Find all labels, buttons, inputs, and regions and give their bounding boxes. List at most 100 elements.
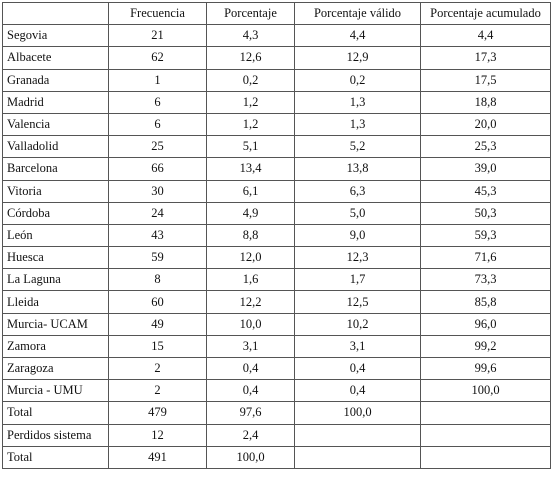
row-label: Lleida bbox=[2, 290, 109, 314]
cell-porcentaje-valido: 0,4 bbox=[294, 356, 421, 381]
cell-frecuencia: 491 bbox=[108, 445, 207, 469]
cell-porcentaje: 12,2 bbox=[206, 290, 295, 314]
cell-frecuencia: 25 bbox=[108, 135, 207, 159]
row-label: La Laguna bbox=[2, 268, 109, 292]
cell-porcentaje: 6,1 bbox=[206, 179, 295, 203]
cell-porcentaje: 3,1 bbox=[206, 334, 295, 359]
table-row: Zamora 15 3,1 3,1 99,2 bbox=[2, 334, 551, 359]
header-porcentaje-valido: Porcentaje válido bbox=[294, 1, 421, 26]
cell-frecuencia: 479 bbox=[108, 401, 207, 425]
cell-porcentaje-valido: 0,2 bbox=[294, 68, 421, 92]
row-label: Zamora bbox=[2, 334, 109, 359]
table-row: Total 491 100,0 bbox=[2, 445, 551, 469]
cell-frecuencia: 43 bbox=[108, 223, 207, 248]
cell-porcentaje: 4,3 bbox=[206, 24, 295, 48]
row-label: Zaragoza bbox=[2, 356, 109, 381]
cell-porcentaje-valido: 9,0 bbox=[294, 223, 421, 248]
row-label: Segovia bbox=[2, 24, 109, 48]
table-row: Total 479 97,6 100,0 bbox=[2, 401, 551, 425]
table-body: Segovia 21 4,3 4,4 4,4 Albacete 62 12,6 12,9 17,3… bbox=[2, 24, 551, 469]
cell-porcentaje-acumulado: 100,0 bbox=[420, 379, 551, 403]
row-label: Murcia- UCAM bbox=[2, 312, 109, 336]
cell-porcentaje: 1,2 bbox=[206, 112, 295, 137]
cell-porcentaje-valido: 4,4 bbox=[294, 24, 421, 48]
table-row: Lleida 60 12,2 12,5 85,8 bbox=[2, 290, 551, 314]
cell-porcentaje-valido: 12,9 bbox=[294, 46, 421, 70]
row-label: León bbox=[2, 223, 109, 248]
table-row: Zaragoza 2 0,4 0,4 99,6 bbox=[2, 356, 551, 381]
cell-porcentaje: 1,2 bbox=[206, 90, 295, 114]
cell-frecuencia: 15 bbox=[108, 334, 207, 359]
table-row: Barcelona 66 13,4 13,8 39,0 bbox=[2, 157, 551, 181]
cell-porcentaje-acumulado: 20,0 bbox=[420, 112, 551, 137]
table-row: Vitoria 30 6,1 6,3 45,3 bbox=[2, 179, 551, 203]
cell-porcentaje-acumulado bbox=[420, 401, 551, 425]
cell-frecuencia: 2 bbox=[108, 356, 207, 381]
cell-porcentaje-valido: 1,3 bbox=[294, 112, 421, 137]
cell-frecuencia: 6 bbox=[108, 112, 207, 137]
cell-porcentaje: 5,1 bbox=[206, 135, 295, 159]
cell-porcentaje-acumulado: 85,8 bbox=[420, 290, 551, 314]
cell-porcentaje: 0,4 bbox=[206, 379, 295, 403]
cell-porcentaje-acumulado: 25,3 bbox=[420, 135, 551, 159]
row-label: Madrid bbox=[2, 90, 109, 114]
cell-porcentaje: 97,6 bbox=[206, 401, 295, 425]
table-row: Madrid 6 1,2 1,3 18,8 bbox=[2, 90, 551, 114]
cell-frecuencia: 12 bbox=[108, 423, 207, 447]
table-row: Granada 1 0,2 0,2 17,5 bbox=[2, 68, 551, 92]
cell-porcentaje-acumulado: 96,0 bbox=[420, 312, 551, 336]
cell-porcentaje-valido bbox=[294, 445, 421, 469]
header-porcentaje: Porcentaje bbox=[206, 1, 295, 26]
cell-frecuencia: 1 bbox=[108, 68, 207, 92]
cell-porcentaje: 100,0 bbox=[206, 445, 295, 469]
header-frecuencia: Frecuencia bbox=[108, 1, 207, 26]
frequency-table: Frecuencia Porcentaje Porcentaje válido … bbox=[2, 1, 551, 469]
cell-frecuencia: 60 bbox=[108, 290, 207, 314]
cell-porcentaje: 12,6 bbox=[206, 46, 295, 70]
cell-porcentaje-valido: 1,7 bbox=[294, 268, 421, 292]
cell-frecuencia: 66 bbox=[108, 157, 207, 181]
cell-porcentaje-acumulado: 17,5 bbox=[420, 68, 551, 92]
row-label: Córdoba bbox=[2, 201, 109, 225]
row-label: Barcelona bbox=[2, 157, 109, 181]
row-label: Vitoria bbox=[2, 179, 109, 203]
cell-porcentaje-acumulado: 45,3 bbox=[420, 179, 551, 203]
cell-porcentaje-valido bbox=[294, 423, 421, 447]
cell-porcentaje-valido: 0,4 bbox=[294, 379, 421, 403]
cell-frecuencia: 21 bbox=[108, 24, 207, 48]
cell-porcentaje-valido: 10,2 bbox=[294, 312, 421, 336]
cell-frecuencia: 24 bbox=[108, 201, 207, 225]
table-row: Segovia 21 4,3 4,4 4,4 bbox=[2, 24, 551, 48]
row-label: Granada bbox=[2, 68, 109, 92]
table-row: Murcia - UMU 2 0,4 0,4 100,0 bbox=[2, 379, 551, 403]
cell-porcentaje-valido: 6,3 bbox=[294, 179, 421, 203]
cell-porcentaje-valido: 12,3 bbox=[294, 246, 421, 270]
header-row: Frecuencia Porcentaje Porcentaje válido … bbox=[2, 1, 551, 26]
header-label bbox=[2, 1, 109, 26]
cell-porcentaje-acumulado: 99,6 bbox=[420, 356, 551, 381]
cell-porcentaje-acumulado: 50,3 bbox=[420, 201, 551, 225]
cell-porcentaje-acumulado: 4,4 bbox=[420, 24, 551, 48]
row-label: Valladolid bbox=[2, 135, 109, 159]
row-label: Perdidos sistema bbox=[2, 423, 109, 447]
cell-porcentaje: 13,4 bbox=[206, 157, 295, 181]
cell-porcentaje-acumulado: 39,0 bbox=[420, 157, 551, 181]
table-row: La Laguna 8 1,6 1,7 73,3 bbox=[2, 268, 551, 292]
cell-porcentaje-acumulado bbox=[420, 445, 551, 469]
cell-porcentaje: 2,4 bbox=[206, 423, 295, 447]
table-row: Valencia 6 1,2 1,3 20,0 bbox=[2, 112, 551, 137]
cell-porcentaje-acumulado bbox=[420, 423, 551, 447]
cell-porcentaje: 10,0 bbox=[206, 312, 295, 336]
cell-porcentaje: 0,4 bbox=[206, 356, 295, 381]
cell-porcentaje-acumulado: 18,8 bbox=[420, 90, 551, 114]
table-row: Albacete 62 12,6 12,9 17,3 bbox=[2, 46, 551, 70]
table-row: León 43 8,8 9,0 59,3 bbox=[2, 223, 551, 248]
cell-porcentaje-acumulado: 99,2 bbox=[420, 334, 551, 359]
cell-porcentaje-acumulado: 59,3 bbox=[420, 223, 551, 248]
table-row: Perdidos sistema 12 2,4 bbox=[2, 423, 551, 447]
cell-frecuencia: 49 bbox=[108, 312, 207, 336]
cell-porcentaje-valido: 3,1 bbox=[294, 334, 421, 359]
cell-frecuencia: 8 bbox=[108, 268, 207, 292]
cell-porcentaje-valido: 100,0 bbox=[294, 401, 421, 425]
cell-porcentaje-acumulado: 71,6 bbox=[420, 246, 551, 270]
